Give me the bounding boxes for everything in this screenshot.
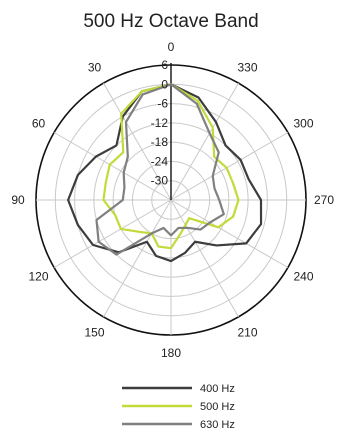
radial-tick-label: -18 (151, 135, 169, 149)
grid-spoke (103, 199, 172, 318)
radial-tick-label: -6 (157, 97, 168, 111)
grid-spoke (170, 199, 239, 318)
series-line-500-hz (102, 83, 240, 250)
grid-spoke (103, 82, 172, 201)
grid-spoke (170, 82, 239, 201)
legend-label: 400 Hz (200, 383, 235, 395)
legend: 400 Hz 500 Hz 630 Hz (122, 383, 235, 431)
radial-tick-label: 6 (161, 58, 168, 72)
grid-spoke (170, 132, 289, 201)
radial-tick-label: -12 (151, 116, 169, 130)
legend-label: 630 Hz (200, 419, 235, 431)
grid-spoke (170, 199, 289, 268)
angle-tick-label: 300 (293, 117, 313, 131)
angle-tick-label: 60 (32, 117, 46, 131)
radial-tick-label: -24 (151, 154, 169, 168)
radial-tick-labels: 6 0 -6 -12 -18 -24 -30 (151, 58, 169, 188)
angle-spokes (36, 63, 306, 335)
grid-spoke (53, 132, 172, 201)
angle-tick-label: 120 (28, 270, 48, 284)
angle-tick-label: 240 (293, 270, 313, 284)
series-line-400-hz (67, 83, 263, 263)
angle-tick-label: 90 (11, 193, 25, 207)
angle-tick-label: 210 (237, 326, 257, 340)
radial-tick-label: -30 (151, 174, 169, 188)
angle-tick-label: 30 (88, 60, 102, 74)
chart-title: 500 Hz Octave Band (83, 11, 258, 32)
angle-tick-label: 180 (161, 346, 181, 360)
grid-spoke (53, 199, 172, 268)
series-layer (67, 83, 263, 263)
series-line-630-hz (95, 83, 225, 256)
radial-tick-label: 0 (161, 77, 168, 91)
angle-tick-label: 0 (168, 40, 175, 54)
legend-label: 500 Hz (200, 401, 235, 413)
angle-tick-label: 150 (84, 326, 104, 340)
angle-tick-label: 330 (237, 60, 257, 74)
angle-tick-label: 270 (314, 193, 334, 207)
